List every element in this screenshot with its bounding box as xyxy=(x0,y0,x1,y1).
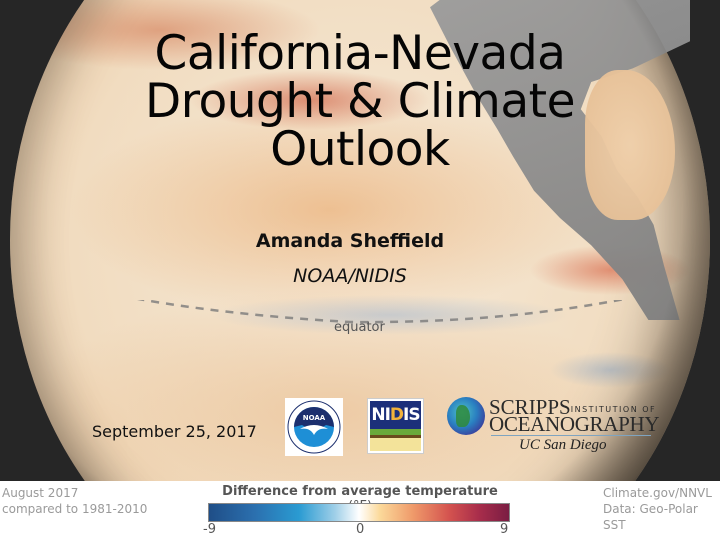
noaa-emblem-icon: NOAA xyxy=(287,400,341,454)
legend-source: Climate.gov/NNVL Data: Geo-Polar SST xyxy=(603,485,720,533)
author-name: Amanda Sheffield xyxy=(255,230,445,252)
nidis-map-band xyxy=(370,438,421,451)
legend-period: August 2017 compared to 1981-2010 xyxy=(2,485,147,517)
presentation-date: September 25, 2017 xyxy=(92,422,257,441)
colorbar xyxy=(208,503,510,522)
title-line-2: Drought & Climate xyxy=(145,74,575,129)
author-affiliation: NOAA/NIDIS xyxy=(293,265,407,287)
legend-month: August 2017 xyxy=(2,486,79,500)
scripps-name: SCRIPPSINSTITUTION OF xyxy=(489,395,657,419)
temperature-legend: August 2017 compared to 1981-2010 Differ… xyxy=(0,481,720,540)
scripps-oceanography: OCEANOGRAPHY xyxy=(489,412,660,436)
legend-credit: Climate.gov/NNVL xyxy=(603,486,712,500)
nidis-wordmark: NIDIS xyxy=(370,401,421,429)
equator-label: equator xyxy=(334,320,385,335)
nidis-brown-band xyxy=(370,435,421,438)
scripps-ucsd: UC San Diego xyxy=(519,437,607,453)
scripps-logo: SCRIPPSINSTITUTION OF OCEANOGRAPHY UC Sa… xyxy=(447,395,660,457)
colorbar-tick-mid: 0 xyxy=(356,522,365,537)
noaa-logo: NOAA xyxy=(285,398,343,456)
scripps-globe-icon xyxy=(447,397,485,435)
title-line-3: Outlook xyxy=(270,122,450,177)
slide-title: California-Nevada Drought & Climate Outl… xyxy=(0,30,720,174)
colorbar-tick-min: -9 xyxy=(203,522,216,537)
nidis-green-band xyxy=(370,429,421,435)
nidis-logo: NIDIS xyxy=(367,398,424,454)
scripps-divider xyxy=(491,435,651,436)
equator-dashed-line xyxy=(137,300,627,324)
colorbar-tick-max: 9 xyxy=(500,522,509,537)
legend-data-source: Data: Geo-Polar SST xyxy=(603,502,698,532)
legend-baseline: compared to 1981-2010 xyxy=(2,502,148,516)
svg-text:NOAA: NOAA xyxy=(303,414,326,422)
title-line-1: California-Nevada xyxy=(154,26,566,81)
